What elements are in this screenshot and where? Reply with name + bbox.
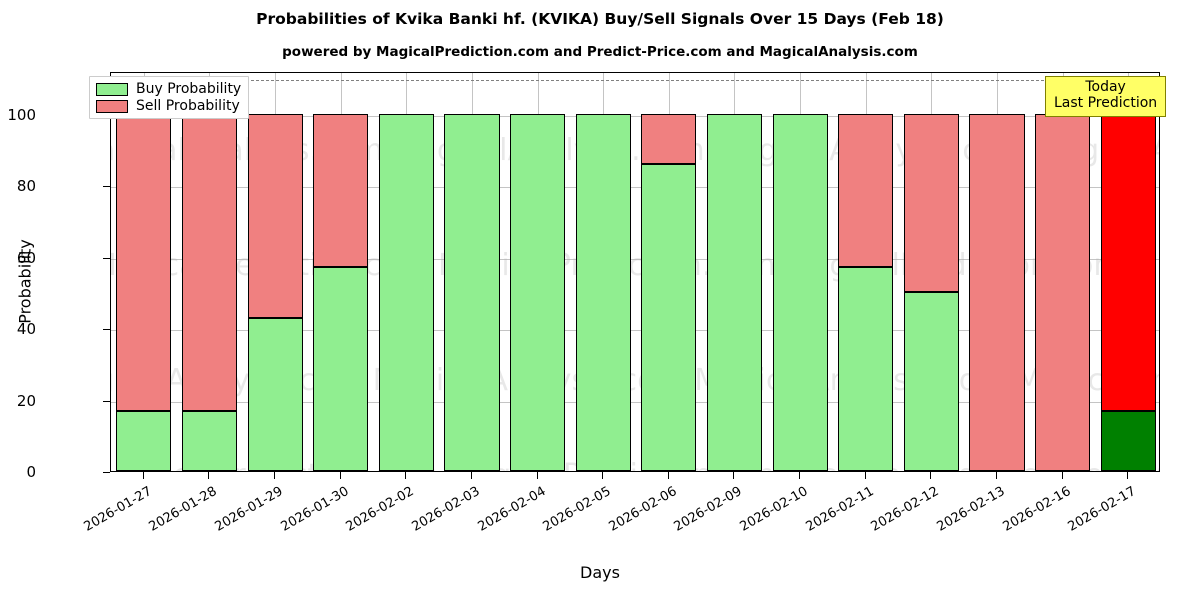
gridline-horizontal <box>111 330 1159 332</box>
plot-area: MagicalAnalysis.com MagicalAnalysis.com … <box>110 72 1160 472</box>
x-tick-mark <box>667 472 669 479</box>
bar-segment-buy <box>838 267 894 471</box>
chart-subtitle: powered by MagicalPrediction.com and Pre… <box>282 44 918 60</box>
y-tick-mark <box>103 400 110 402</box>
gridline-horizontal <box>111 401 1159 403</box>
legend-label-sell: Sell Probability <box>136 98 240 114</box>
bar[interactable] <box>641 73 697 471</box>
bar-segment-buy <box>772 113 828 471</box>
y-tick-mark <box>103 257 110 259</box>
bar-segment-sell <box>181 113 237 412</box>
bar[interactable] <box>706 73 762 471</box>
bar[interactable] <box>313 73 369 471</box>
x-tick-mark <box>1127 472 1129 479</box>
bar[interactable] <box>378 73 434 471</box>
x-axis-title: Days <box>580 563 620 582</box>
legend-label-buy: Buy Probability <box>136 81 242 97</box>
bar[interactable] <box>181 73 237 471</box>
y-tick-label: 20 <box>16 391 36 410</box>
bar-today[interactable] <box>1100 73 1156 471</box>
legend-swatch-sell-icon <box>96 99 128 113</box>
bar[interactable] <box>838 73 894 471</box>
bar-segment-buy <box>116 411 172 471</box>
today-annotation-line2: Last Prediction <box>1054 94 1158 111</box>
y-tick-label: 40 <box>16 320 36 339</box>
y-tick-mark <box>103 329 110 331</box>
x-tick-mark <box>799 472 801 479</box>
x-tick-mark <box>274 472 276 479</box>
x-tick-mark <box>1061 472 1063 479</box>
y-tick-label: 100 <box>7 105 36 124</box>
x-tick-mark <box>930 472 932 479</box>
legend-swatch-buy-icon <box>96 82 128 96</box>
bar-segment-sell <box>247 113 303 318</box>
today-annotation: Today Last Prediction <box>1045 76 1167 117</box>
x-tick-mark <box>405 472 407 479</box>
bar[interactable] <box>247 73 303 471</box>
bar-segment-sell <box>313 113 369 268</box>
gridline-horizontal <box>111 258 1159 260</box>
bar[interactable] <box>575 73 631 471</box>
legend-item-buy: Buy Probability <box>96 82 241 96</box>
chart-legend: Buy Probability Sell Probability <box>89 76 250 119</box>
bar[interactable] <box>1035 73 1091 471</box>
plot-inner: MagicalAnalysis.com MagicalAnalysis.com … <box>111 73 1159 471</box>
legend-item-sell: Sell Probability <box>96 99 241 113</box>
bar[interactable] <box>116 73 172 471</box>
y-tick-label: 60 <box>16 248 36 267</box>
bar-segment-buy <box>510 113 566 471</box>
today-annotation-line1: Today <box>1085 79 1126 95</box>
chart-title: Probabilities of Kvika Banki hf. (KVIKA)… <box>256 10 944 28</box>
y-axis-title: Probability <box>15 239 35 324</box>
bar-segment-buy <box>575 113 631 471</box>
y-tick-label: 80 <box>16 177 36 196</box>
bar-segment-sell <box>1100 113 1156 412</box>
y-tick-label: 0 <box>26 463 36 481</box>
bar-segment-buy <box>1100 411 1156 471</box>
x-tick-mark <box>208 472 210 479</box>
x-tick-mark <box>995 472 997 479</box>
bar-segment-sell <box>641 113 697 164</box>
bar-segment-buy <box>706 113 762 471</box>
y-tick-mark <box>103 186 110 188</box>
bar[interactable] <box>510 73 566 471</box>
bar-segment-sell <box>838 113 894 268</box>
bar-segment-buy <box>641 163 697 471</box>
bar[interactable] <box>444 73 500 471</box>
bar-segment-buy <box>247 317 303 471</box>
bar-segment-sell <box>116 113 172 412</box>
bar-segment-sell <box>903 113 959 293</box>
gridline-horizontal <box>111 187 1159 189</box>
x-tick-mark <box>733 472 735 479</box>
x-tick-mark <box>142 472 144 479</box>
bar[interactable] <box>772 73 828 471</box>
bar-segment-buy <box>313 267 369 471</box>
bar[interactable] <box>903 73 959 471</box>
x-tick-mark <box>536 472 538 479</box>
x-tick-mark <box>864 472 866 479</box>
bar-segment-sell <box>1035 113 1091 471</box>
x-tick-mark <box>602 472 604 479</box>
gridline-horizontal <box>111 115 1159 117</box>
bar[interactable] <box>969 73 1025 471</box>
bar-segment-buy <box>181 411 237 471</box>
bar-segment-sell <box>969 113 1025 471</box>
x-tick-mark <box>339 472 341 479</box>
bar-segment-buy <box>378 113 434 471</box>
x-tick-mark <box>470 472 472 479</box>
bar-segment-buy <box>444 113 500 471</box>
y-tick-mark <box>103 472 110 473</box>
reference-line-110 <box>111 80 1159 82</box>
bar-segment-buy <box>903 292 959 471</box>
